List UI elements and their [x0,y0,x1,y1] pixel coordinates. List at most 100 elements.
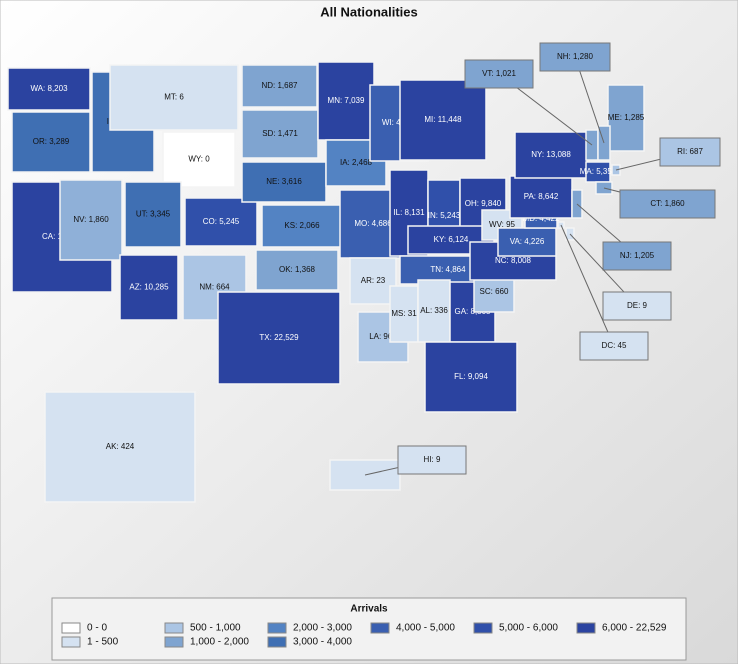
state-label: AK: 424 [106,442,135,451]
state-shape [184,197,258,247]
legend-swatch [473,622,493,634]
state-label: RI: 687 [677,147,703,156]
state-label: WA: 8,203 [30,84,68,93]
legend-swatch [61,622,81,634]
state-label: IN: 5,243 [428,211,461,220]
legend-label: 1,000 - 2,000 [190,637,249,648]
legend-label: 5,000 - 6,000 [499,623,558,634]
state-shape [509,175,573,219]
state-shape [317,61,375,141]
legend-swatch [164,622,184,634]
state-label: TN: 4,864 [430,265,466,274]
state-label: ME: 1,285 [608,113,645,122]
callout-box [539,42,611,72]
state-shape [514,131,588,179]
state-label: HI: 9 [424,455,441,464]
state-label: UT: 3,345 [136,210,171,219]
callout-line [560,224,615,347]
state-shape [241,64,318,108]
state-shape [399,79,487,161]
legend: 0 - 0 1 - 500 500 - 1,000 1,000 - 2,000 2,00… [61,622,667,648]
state-label: MO: 4,686 [354,219,392,228]
state-label: MN: 7,039 [328,96,365,105]
state-label: AR: 23 [361,276,386,285]
legend-swatch [164,636,184,648]
state-label: SD: 1,471 [262,129,298,138]
legend-swatch [61,636,81,648]
legend-label: 3,000 - 4,000 [293,637,352,648]
state-label: NY: 13,088 [531,150,571,159]
state-label: OK: 1,368 [279,265,316,274]
state-shape [44,391,196,503]
callout-box [602,241,672,271]
state-label: PA: 8,642 [524,192,559,201]
state-label: LA: 967 [369,332,397,341]
state-shape [261,204,343,248]
state-label: NE: 3,616 [266,177,302,186]
state-label: SC: 660 [480,287,509,296]
state-label: NH: 1,280 [557,52,594,61]
legend-label: 1 - 500 [87,637,119,648]
legend-swatch [267,636,287,648]
state-label: CO: 5,245 [203,217,240,226]
legend-label: 0 - 0 [87,623,107,634]
state-shape [119,254,179,321]
state-label: WV: 95 [489,220,515,229]
legend-swatch [576,622,596,634]
legend-swatch [267,622,287,634]
state-shape [255,249,339,291]
legend-swatch [370,622,390,634]
state-shape [217,291,341,385]
state-label: NC: 8,008 [495,256,532,265]
legend-label: 6,000 - 22,529 [602,623,667,634]
legend-label: 500 - 1,000 [190,623,241,634]
legend-label: 4,000 - 5,000 [396,623,455,634]
callout-box [659,137,721,167]
state-shape [349,257,397,305]
legend-box [51,597,687,661]
callout-box [602,291,672,321]
state-label: MI: 11,448 [424,115,462,124]
state-label: DC: 45 [602,341,627,350]
state-label: GA: 8,505 [454,307,491,316]
state-label: FL: 9,094 [454,372,488,381]
legend-title: Arrivals [350,604,388,615]
state-label: MA: 5,357 [580,167,617,176]
state-label: NM: 664 [199,283,230,292]
state-shape [109,64,239,131]
state-shape [162,131,236,188]
callout-box [397,445,467,475]
state-label: AL: 336 [420,306,448,315]
state-shape [607,84,645,152]
state-shape [497,227,557,257]
callout-box [464,59,534,89]
callout-box [619,189,716,219]
state-shape [424,341,518,413]
state-label: TX: 22,529 [259,333,299,342]
state-label: MS: 31 [391,309,417,318]
state-label: DE: 9 [627,301,648,310]
map-title: All Nationalities [320,4,418,19]
state-label: MT: 6 [164,93,184,102]
state-label: OH: 9,840 [465,199,502,208]
state-label: OR: 3,289 [33,137,70,146]
state-shape [124,181,182,248]
state-label: ND: 1,687 [261,81,298,90]
legend-label: 2,000 - 3,000 [293,623,352,634]
state-label: KS: 2,066 [284,221,320,230]
state-shape [11,111,91,173]
state-label: AZ: 10,285 [129,283,169,292]
state-label: KY: 6,124 [434,235,469,244]
state-shape [7,67,91,111]
callout-box [579,331,649,361]
state-label: VT: 1,021 [482,69,516,78]
state-label: NJ: 1,205 [620,251,655,260]
state-label: CT: 1,860 [650,199,685,208]
state-label: VA: 4,226 [510,237,545,246]
state-shape [59,179,123,261]
state-label: WY: 0 [188,155,210,164]
state-label: NV: 1,860 [73,215,109,224]
state-shape [241,161,327,203]
